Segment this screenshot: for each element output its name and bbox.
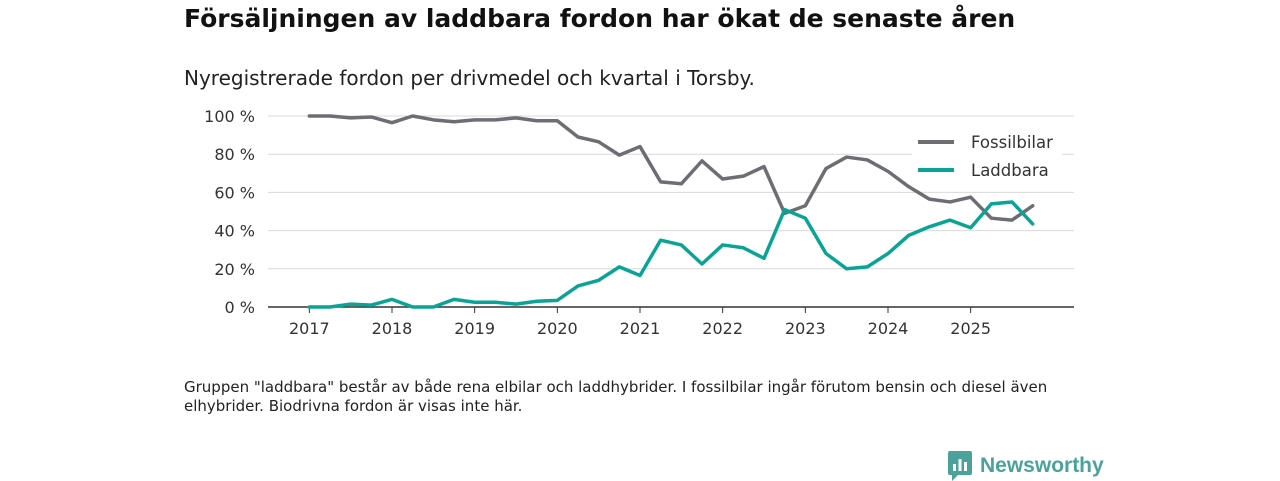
newsworthy-logo: Newsworthy — [948, 451, 1104, 481]
series-line-laddbara — [307, 200, 1035, 309]
footnote: Gruppen "laddbara" består av både rena e… — [184, 378, 1048, 415]
x-tick-label: 2025 — [950, 319, 991, 338]
bar-chart-speech-icon — [948, 451, 972, 481]
y-tick-label: 80 % — [214, 145, 255, 164]
x-tick-label: 2017 — [289, 319, 330, 338]
chart-subtitle: Nyregistrerade fordon per drivmedel och … — [184, 66, 755, 90]
x-tick-label: 2023 — [785, 319, 826, 338]
y-tick-label: 60 % — [214, 183, 255, 202]
x-tick-label: 2021 — [620, 319, 661, 338]
chart-title: Försäljningen av laddbara fordon har öka… — [184, 4, 1016, 33]
series-line-fossilbilar — [307, 114, 1035, 222]
x-tick-label: 2024 — [868, 319, 909, 338]
x-tick-label: 2019 — [454, 319, 495, 338]
legend-label: Fossilbilar — [971, 133, 1053, 152]
y-tick-label: 40 % — [214, 222, 255, 241]
brand-name: Newsworthy — [980, 454, 1104, 477]
series-lines — [307, 114, 1035, 309]
y-tick-label: 20 % — [214, 260, 255, 279]
x-tick-label: 2020 — [537, 319, 578, 338]
legend-label: Laddbara — [971, 161, 1049, 180]
legend: Fossilbilar Laddbara — [912, 120, 1062, 182]
y-axis: 0 % 20 % 40 % 60 % 80 % 100 % — [204, 107, 255, 317]
x-tick-label: 2018 — [372, 319, 413, 338]
y-tick-label: 100 % — [204, 107, 255, 126]
y-tick-label: 0 % — [225, 298, 255, 317]
x-axis: 2017 2018 2019 2020 2021 2022 2023 2024 2025 — [268, 306, 1074, 338]
x-tick-label: 2022 — [702, 319, 743, 338]
